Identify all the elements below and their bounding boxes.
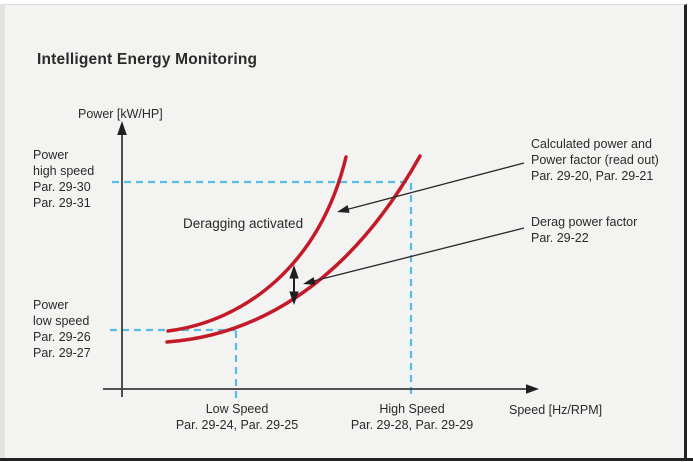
double-arrow-down-head [289,291,299,305]
xtick-low-speed: Low Speed Par. 29-24, Par. 29-25 [152,401,322,433]
xtick-name: Low Speed [205,402,269,416]
xtick-pars: Par. 29-28, Par. 29-29 [350,418,474,432]
ytick-line: Power [33,148,69,162]
annotation-deragging-activated: Deragging activated [183,216,304,231]
double-arrow-up-head [289,265,299,279]
xtick-pars: Par. 29-24, Par. 29-25 [175,418,299,432]
annotation-derag-power-factor: Derag power factor Par. 29-22 [531,214,637,246]
ytick-line: high speed [33,164,95,178]
leader-line [313,227,525,282]
diagram-title: Intelligent Energy Monitoring [37,51,258,68]
ytick-line: Par. 29-30 [33,180,91,194]
x-axis-arrow-icon [526,384,539,394]
xtick-name: High Speed [379,402,445,416]
ytick-line: Power [33,298,69,312]
leader-arrow-icon [303,277,316,285]
power-curves [165,154,422,344]
left-edge-shade [0,4,5,458]
annotation-line: Derag power factor [531,215,638,229]
y-axis-arrow-icon [117,121,127,135]
axes [103,132,528,397]
curve-deragging-power [166,155,348,333]
ytick-line: Par. 29-31 [33,196,91,210]
xtick-high-speed: High Speed Par. 29-28, Par. 29-29 [327,401,497,433]
annotation-line: Par. 29-20, Par. 29-21 [531,169,654,183]
ytick-line: Par. 29-26 [33,330,91,344]
y-axis-label: Power [kW/HP] [78,107,163,121]
curve-gap-double-arrow-icon [289,265,299,305]
slide-background [0,4,687,459]
annotation-line: Calculated power and [531,137,652,151]
bottom-frame-border [0,458,693,461]
leader-arrow-icon [337,205,350,213]
leader-derag-power-factor [303,227,525,285]
annotation-line: Power factor (read out) [531,153,659,167]
annotation-line: Par. 29-22 [531,231,589,245]
guide-lines [110,180,413,399]
ytick-power-low-speed: Power low speed Par. 29-26 Par. 29-27 [33,297,91,361]
ytick-line: Par. 29-27 [33,346,91,360]
ytick-power-high-speed: Power high speed Par. 29-30 Par. 29-31 [33,147,94,211]
ytick-line: low speed [33,314,90,328]
x-axis-label: Speed [Hz/RPM] [509,403,603,417]
annotation-calculated-power: Calculated power and Power factor (read … [531,136,659,184]
leader-calculated-power [337,162,525,213]
curve-normal-power [165,154,422,344]
leader-line [346,162,525,211]
